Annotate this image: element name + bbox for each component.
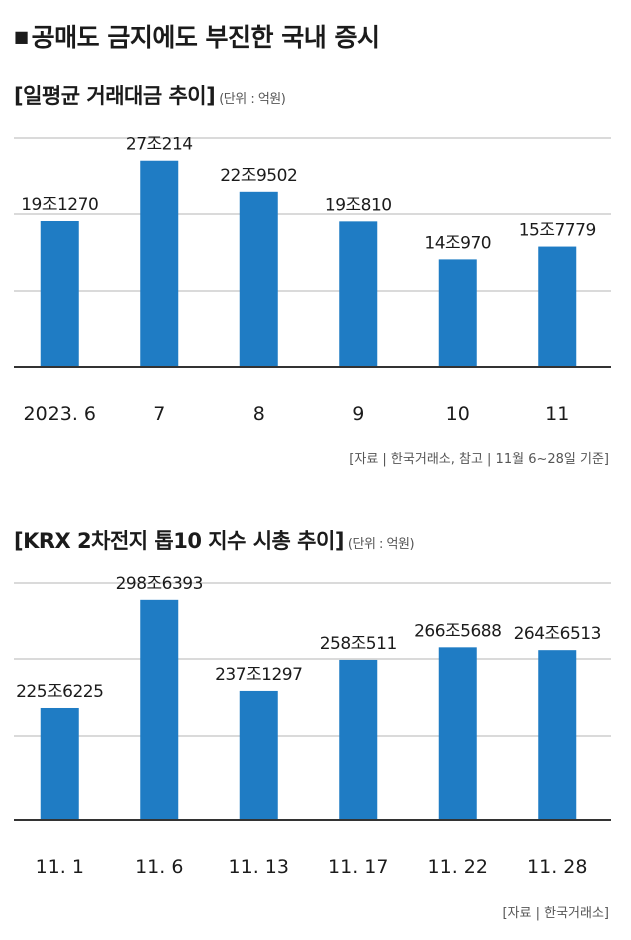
- chart-2-svg: 225조6225 11. 1 298조6393 11. 6 237조1297 11. 13…: [14, 574, 611, 878]
- data-label: 15조7779: [519, 221, 596, 241]
- bar: [538, 246, 577, 367]
- bar: [40, 220, 79, 367]
- square-bullet-icon: ■: [14, 27, 29, 46]
- chart-1-svg: 19조1270 2023. 6 27조214 7 22조9502 8 19조810 9 14조9…: [14, 135, 611, 425]
- bar: [438, 259, 477, 367]
- chart-1-title-row: [일평균 거래대금 추이] (단위 : 억원): [14, 80, 286, 110]
- bar: [140, 160, 179, 367]
- chart-2-title-row: [KRX 2차전지 톱10 지수 시총 추이] (단위 : 억원): [14, 525, 415, 555]
- x-tick-label: 11. 6: [135, 856, 183, 878]
- data-label: 22조9502: [220, 166, 297, 186]
- headline-text: 공매도 금지에도 부진한 국내 증시: [31, 23, 380, 52]
- data-label: 266조5688: [414, 621, 501, 641]
- bar: [239, 690, 278, 820]
- data-label: 298조6393: [116, 574, 203, 594]
- chart-2-unit: (단위 : 억원): [347, 537, 415, 552]
- x-tick-label: 7: [153, 403, 165, 425]
- x-tick-label: 11. 17: [328, 856, 388, 878]
- x-tick-label: 10: [446, 403, 470, 425]
- data-label: 237조1297: [215, 665, 302, 685]
- data-label: 14조970: [424, 233, 491, 253]
- data-label: 19조1270: [21, 195, 98, 215]
- data-label: 19조810: [325, 195, 392, 215]
- bar: [438, 647, 477, 820]
- bar: [538, 650, 577, 820]
- data-label: 264조6513: [514, 624, 601, 644]
- x-tick-label: 9: [352, 403, 364, 425]
- data-label: 27조214: [126, 135, 193, 155]
- x-tick-label: 2023. 6: [23, 403, 96, 425]
- chart-1-title: [일평균 거래대금 추이]: [14, 84, 216, 108]
- bar: [339, 221, 378, 367]
- bar: [339, 659, 378, 820]
- x-tick-label: 11. 22: [428, 856, 488, 878]
- x-tick-label: 11. 28: [527, 856, 587, 878]
- headline: ■ 공매도 금지에도 부진한 국내 증시: [14, 18, 380, 54]
- bar: [40, 707, 79, 820]
- bar: [140, 599, 179, 820]
- x-tick-label: 11. 13: [229, 856, 289, 878]
- x-tick-label: 11: [545, 403, 569, 425]
- data-label: 258조511: [320, 634, 397, 654]
- x-tick-label: 11. 1: [36, 856, 84, 878]
- chart-2-source: [자료 | 한국거래소]: [502, 906, 609, 921]
- chart-2-title: [KRX 2차전지 톱10 지수 시총 추이]: [14, 529, 344, 553]
- bar: [239, 191, 278, 367]
- chart-1-unit: (단위 : 억원): [219, 92, 286, 107]
- data-label: 225조6225: [16, 682, 103, 702]
- chart-1-source: [자료 | 한국거래소, 참고 | 11월 6~28일 기준]: [349, 452, 609, 467]
- x-tick-label: 8: [253, 403, 265, 425]
